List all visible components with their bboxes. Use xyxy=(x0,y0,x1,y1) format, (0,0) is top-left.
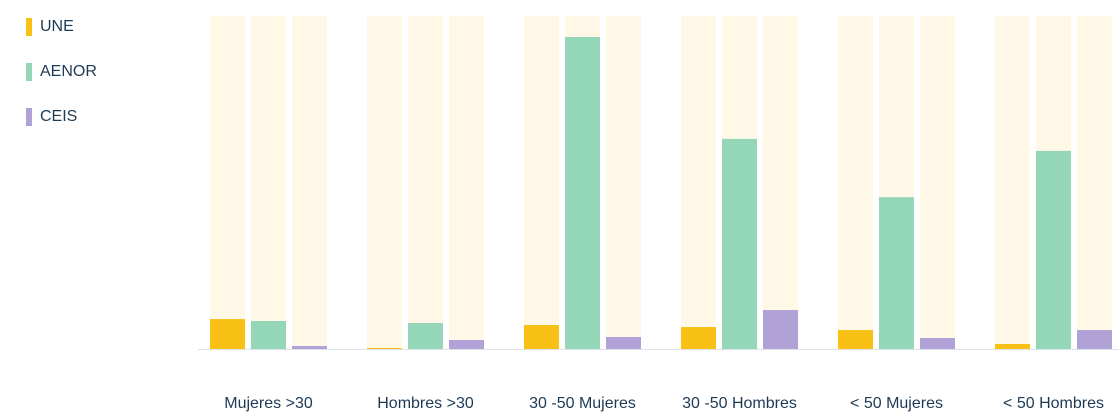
x-tick-label: Hombres >30 xyxy=(377,395,474,412)
bar xyxy=(763,310,798,349)
bar xyxy=(565,36,600,349)
x-tick-label: < 50 Mujeres xyxy=(850,395,943,412)
bar-track xyxy=(251,16,286,349)
bar xyxy=(995,344,1030,349)
bar-track xyxy=(292,16,327,349)
x-tick-label: < 50 Hombres xyxy=(1003,395,1104,412)
bar xyxy=(606,337,641,349)
bar xyxy=(1036,150,1071,349)
bar-track xyxy=(681,16,716,349)
bar xyxy=(879,197,914,349)
bar-track xyxy=(838,16,873,349)
bar xyxy=(367,348,402,349)
bar xyxy=(838,330,873,349)
bar xyxy=(722,138,757,349)
legend-swatch xyxy=(26,108,32,126)
bar-track xyxy=(606,16,641,349)
bar-track xyxy=(210,16,245,349)
bar xyxy=(681,327,716,349)
bar xyxy=(449,340,484,349)
legend-swatch xyxy=(26,18,32,36)
bar-track xyxy=(763,16,798,349)
bar xyxy=(408,323,443,349)
legend-label: UNE xyxy=(40,18,74,35)
legend-swatch xyxy=(26,63,32,81)
bar xyxy=(251,321,286,349)
bar xyxy=(524,325,559,349)
x-tick-label: Mujeres >30 xyxy=(224,395,313,412)
bar-track xyxy=(367,16,402,349)
bar-track xyxy=(920,16,955,349)
bar xyxy=(210,319,245,349)
x-tick-label: 30 -50 Mujeres xyxy=(529,395,636,412)
bar-track xyxy=(408,16,443,349)
x-tick-label: 30 -50 Hombres xyxy=(682,395,797,412)
legend-label: AENOR xyxy=(40,63,97,80)
bar xyxy=(920,338,955,349)
legend-label: CEIS xyxy=(40,108,77,125)
bar-track xyxy=(449,16,484,349)
bar xyxy=(292,346,327,349)
bar-track xyxy=(524,16,559,349)
bar-track xyxy=(995,16,1030,349)
bar xyxy=(1077,330,1112,349)
bar-track xyxy=(1077,16,1112,349)
